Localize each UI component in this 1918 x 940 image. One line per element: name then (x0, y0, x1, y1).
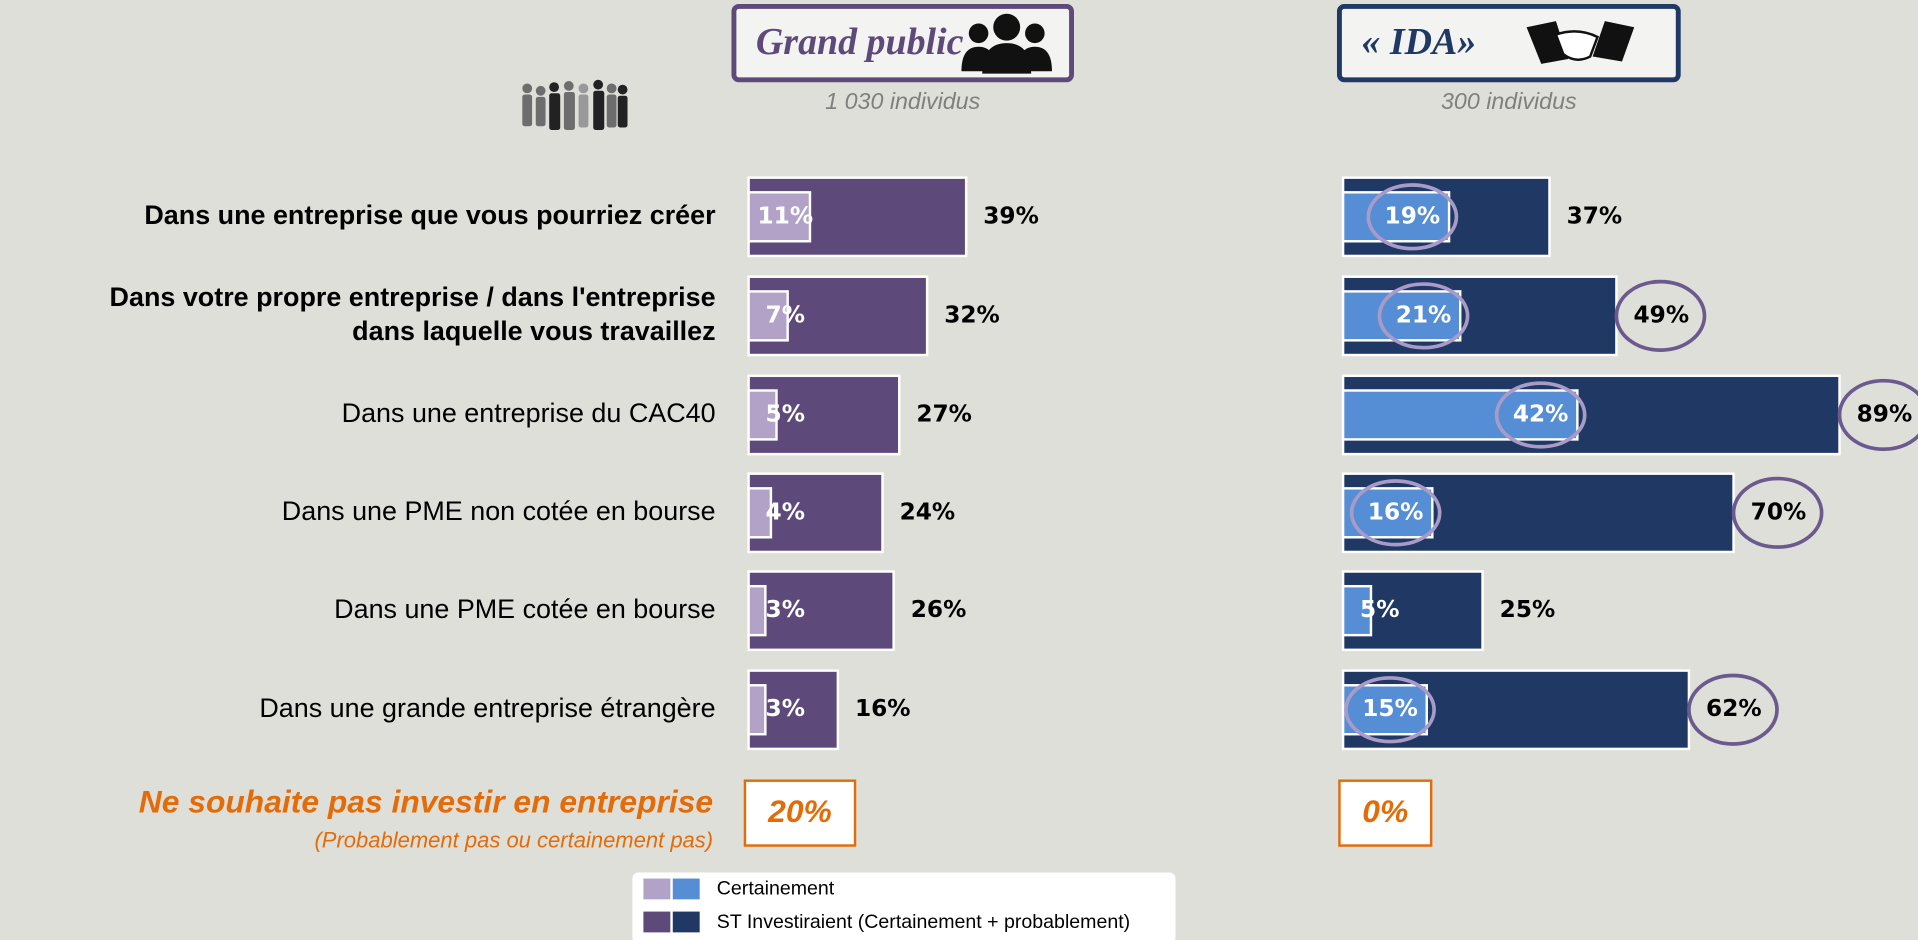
value-label: 42% (1513, 400, 1569, 427)
value-label: 5% (1360, 596, 1399, 623)
value-label: 3% (766, 596, 805, 623)
no-invest-label: Ne souhaite pas investir en entreprise (139, 783, 713, 819)
panel-subtitle: 1 030 individus (825, 88, 980, 114)
value-label: 15% (1362, 695, 1418, 722)
category-label: Dans une PME cotée en bourse (334, 594, 715, 624)
chart: Grand public 1 030 individus « IDA» 300 ind… (0, 0, 1918, 940)
value-label: 3% (766, 695, 805, 722)
no-invest-sublabel: (Probablement pas ou certainement pas) (314, 828, 713, 853)
value-label: 16% (1368, 498, 1424, 525)
legend-swatch (673, 912, 700, 933)
category-label: dans laquelle vous travaillez (352, 316, 715, 346)
legend-label: ST Investiraient (Certainement + probabl… (717, 911, 1130, 933)
bar-certainement (749, 685, 766, 734)
value-label: 19% (1385, 202, 1441, 229)
legend-swatch (643, 912, 670, 933)
category-label: Dans une grande entreprise étrangère (259, 693, 715, 723)
value-label: 26% (911, 596, 967, 623)
category-label: Dans une entreprise du CAC40 (342, 398, 716, 428)
legend-swatch (643, 879, 670, 900)
category-label: Dans une entreprise que vous pourriez cr… (144, 200, 716, 230)
bar-certainement (749, 586, 766, 635)
value-label: 62% (1706, 695, 1762, 722)
value-label: 70% (1751, 498, 1807, 525)
legend-swatch (673, 879, 700, 900)
value-label: 39% (983, 202, 1039, 229)
value-label: 24% (900, 498, 956, 525)
value-label: 7% (766, 301, 805, 328)
value-label: 37% (1567, 202, 1623, 229)
legend-label: Certainement (717, 878, 835, 900)
value-label: 27% (916, 400, 972, 427)
value-label: 32% (944, 301, 1000, 328)
panel-title: Grand public (756, 21, 964, 63)
category-label: Dans une PME non cotée en bourse (282, 496, 716, 526)
value-label: 16% (855, 695, 911, 722)
panel-title: « IDA» (1361, 21, 1476, 63)
value-label: 49% (1634, 301, 1690, 328)
no-invest-value: 20% (767, 793, 832, 829)
value-label: 89% (1857, 400, 1913, 427)
value-label: 25% (1500, 596, 1556, 623)
panel-subtitle: 300 individus (1441, 88, 1577, 114)
no-invest-value: 0% (1362, 793, 1408, 829)
value-label: 5% (766, 400, 805, 427)
category-label: Dans votre propre entreprise / dans l'en… (110, 282, 716, 312)
value-label: 4% (766, 498, 805, 525)
value-label: 11% (757, 202, 813, 229)
value-label: 21% (1396, 301, 1452, 328)
